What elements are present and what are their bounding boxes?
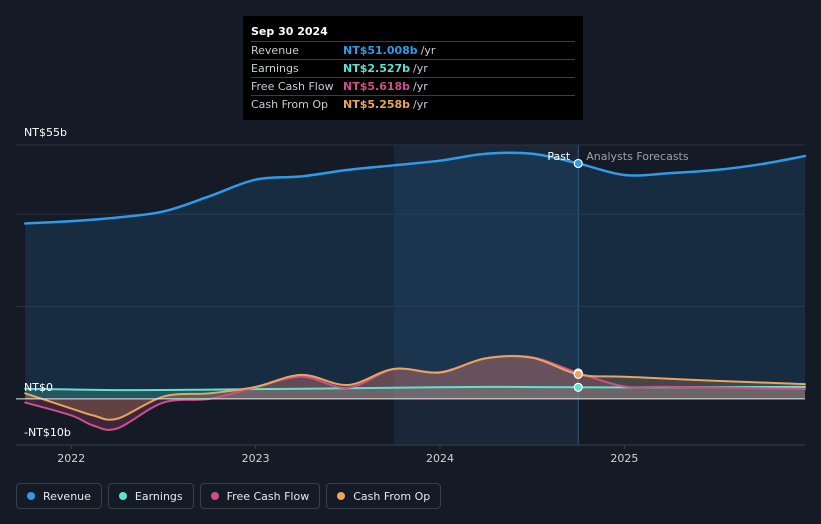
tooltip-name: Free Cash Flow bbox=[251, 80, 334, 93]
x-tick-label: 2023 bbox=[242, 452, 270, 465]
y-tick-label: NT$55b bbox=[24, 126, 67, 139]
tooltip-name: Earnings bbox=[251, 62, 299, 75]
y-tick-label: NT$0 bbox=[24, 381, 53, 394]
legend-dot-icon bbox=[27, 492, 35, 500]
tooltip-unit: /yr bbox=[413, 80, 428, 93]
line-cash-from-op bbox=[24, 355, 806, 421]
axes: NT$55b NT$0 -NT$10b 2022 2023 2024 2025 bbox=[16, 126, 805, 465]
data-tooltip: Sep 30 2024 Revenue NT$51.008b /yr Earni… bbox=[243, 16, 583, 120]
tooltip-name: Revenue bbox=[251, 44, 299, 57]
legend-dot-icon bbox=[118, 492, 127, 500]
legend-item-revenue[interactable]: Revenue bbox=[16, 483, 102, 509]
y-tick-label: -NT$10b bbox=[24, 426, 71, 439]
legend-item-free-cash-flow[interactable]: Free Cash Flow bbox=[199, 483, 321, 509]
legend-label: Free Cash Flow bbox=[226, 489, 310, 503]
marker-cash-from-op bbox=[573, 369, 583, 379]
past-period-shade bbox=[393, 145, 579, 445]
marker-earnings bbox=[573, 382, 583, 392]
tooltip-name: Cash From Op bbox=[251, 98, 329, 111]
tooltip-row-earnings: Earnings NT$2.527b /yr bbox=[251, 59, 575, 77]
chart-legend: Revenue Earnings Free Cash Flow Cash Fro… bbox=[16, 483, 442, 509]
tooltip-unit: /yr bbox=[420, 44, 436, 57]
legend-dot-icon bbox=[337, 492, 346, 500]
legend-item-earnings[interactable]: Earnings bbox=[107, 483, 194, 509]
line-revenue bbox=[23, 151, 807, 225]
tooltip-row-cash-from-op: Cash From Op NT$5.258b /yr bbox=[251, 95, 575, 113]
legend-dot-icon bbox=[210, 492, 219, 500]
legend-label: Revenue bbox=[43, 489, 91, 503]
point-markers bbox=[25, 153, 806, 429]
chart-canvas: NT$55b NT$0 -NT$10b 2022 2023 2024 2025 Past A… bbox=[16, 126, 807, 465]
tooltip-value: NT$5.618b bbox=[343, 80, 411, 93]
past-shade-layer bbox=[393, 145, 579, 445]
tooltip-unit: /yr bbox=[413, 62, 428, 75]
tooltip-value: NT$2.527b bbox=[343, 62, 411, 75]
tooltip-value: NT$5.258b bbox=[343, 98, 411, 111]
x-tick-label: 2022 bbox=[57, 452, 85, 465]
x-tick-label: 2025 bbox=[610, 452, 638, 465]
series-lines bbox=[23, 151, 807, 431]
tooltip-unit: /yr bbox=[413, 98, 428, 111]
line-free-cash-flow bbox=[24, 354, 806, 431]
area-free-cash-flow bbox=[25, 355, 806, 430]
legend-label: Cash From Op bbox=[353, 489, 431, 503]
forecast-label: Analysts Forecasts bbox=[586, 150, 689, 163]
past-label: Past bbox=[547, 150, 571, 163]
legend-label: Earnings bbox=[134, 489, 183, 503]
legend-item-cash-from-op[interactable]: Cash From Op bbox=[326, 483, 442, 509]
marker-revenue bbox=[573, 158, 583, 169]
tooltip-date: Sep 30 2024 bbox=[251, 25, 328, 38]
tooltip-row-revenue: Revenue NT$51.008b /yr bbox=[251, 41, 575, 59]
area-revenue bbox=[25, 152, 806, 399]
x-tick-label: 2024 bbox=[426, 452, 454, 465]
tooltip-value: NT$51.008b bbox=[343, 44, 418, 57]
tooltip-row-free-cash-flow: Free Cash Flow NT$5.618b /yr bbox=[251, 77, 575, 95]
